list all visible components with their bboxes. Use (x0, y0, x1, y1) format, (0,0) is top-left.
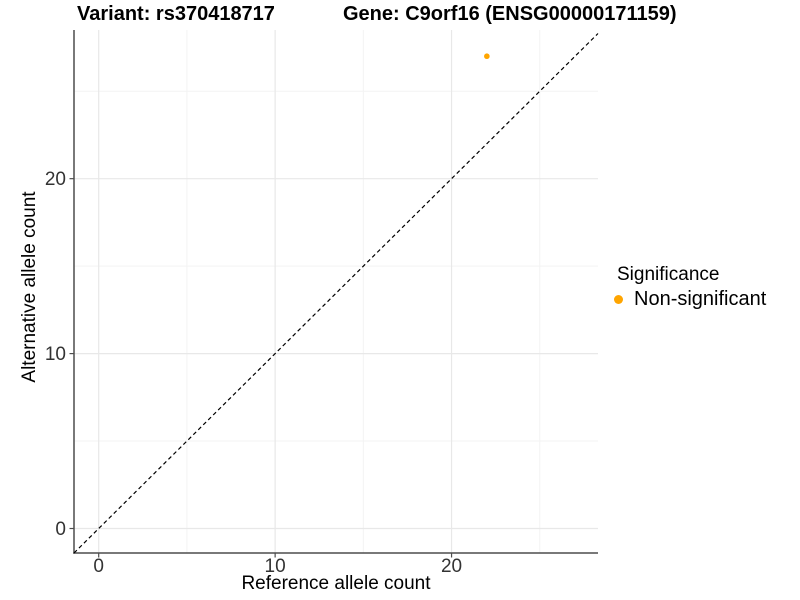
legend: Significance Non-significant (614, 264, 766, 310)
legend-title: Significance (617, 264, 720, 285)
legend-point-icon (614, 294, 623, 304)
y-tick-label: 0 (55, 519, 66, 540)
legend-item: Non-significant (614, 288, 766, 310)
x-axis-title: Reference allele count (241, 573, 431, 594)
y-tick-label: 10 (45, 344, 66, 365)
data-point (484, 53, 490, 60)
identity-reference-line (73, 33, 599, 554)
y-axis-title: Alternative allele count (19, 191, 40, 383)
plot-title-variant: Variant: rs370418717 (77, 3, 275, 25)
legend-item-label: Non-significant (634, 287, 767, 310)
x-tick-label: 10 (265, 556, 286, 577)
y-tick-label: 20 (45, 169, 66, 190)
x-tick-label: 20 (441, 556, 462, 577)
plot-title-gene: Gene: C9orf16 (ENSG00000171159) (343, 3, 677, 25)
x-tick-label: 0 (93, 556, 104, 577)
